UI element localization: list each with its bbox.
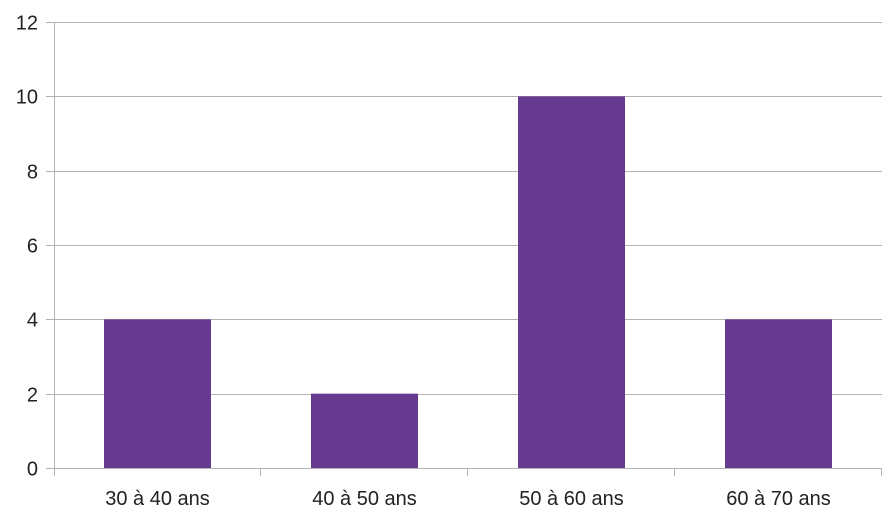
x-tick-label: 50 à 60 ans (519, 488, 624, 510)
x-tick-label: 40 à 50 ans (312, 488, 417, 510)
y-tick-label: 12 (16, 13, 38, 35)
x-tick-label: 60 à 70 ans (726, 488, 831, 510)
axes (54, 22, 882, 476)
x-tick-label: 30 à 40 ans (105, 488, 210, 510)
bar-1 (104, 319, 211, 468)
y-tick-label: 2 (27, 385, 38, 407)
bars (104, 96, 832, 468)
y-tick-label: 10 (16, 87, 38, 109)
bar-3 (518, 96, 625, 468)
y-tick-label: 6 (27, 236, 38, 258)
bar-4 (725, 319, 832, 468)
y-tick-label: 4 (27, 310, 38, 332)
y-tick-label: 0 (27, 459, 38, 481)
y-tick-label: 8 (27, 162, 38, 184)
bar-2 (311, 393, 418, 468)
tick-labels: 0 2 4 6 8 10 12 30 à 40 ans 40 à 50 ans 50 à 60 a… (16, 13, 831, 511)
